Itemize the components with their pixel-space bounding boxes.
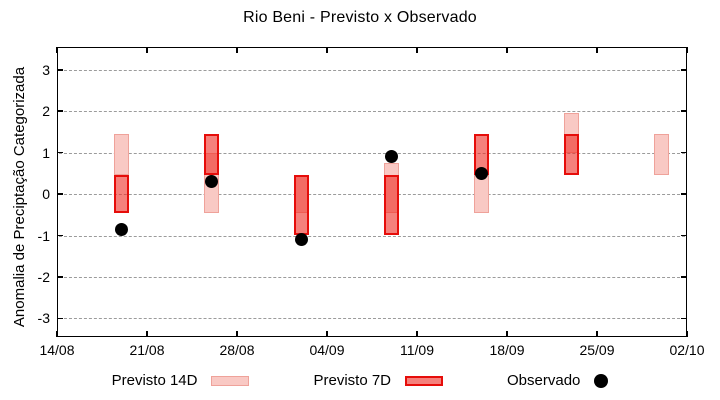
forecast-7d-bar [113,175,129,213]
chart-title: Rio Beni - Previsto x Observado [243,9,477,26]
y-tick-mark [57,151,63,154]
forecast-7d-bar [203,134,219,176]
x-tick-label: 02/10 [669,342,705,358]
y-tick-label: 3 [42,61,50,78]
observado-dot-icon [594,373,609,388]
chart-legend: Previsto 14D Previsto 7D Observado [0,372,720,389]
observed-dot [474,166,488,180]
y-tick-mark [57,276,63,278]
forecast-7d-bar [383,175,399,236]
gridline [59,69,685,71]
y-tick-mark [57,193,63,195]
y-tick-mark [57,317,63,320]
gridline [59,276,685,278]
x-tick-mark [686,47,688,53]
x-tick-label: 25/09 [579,342,615,358]
legend-label-observado: Observado [507,372,581,389]
x-tick-mark [416,331,418,337]
y-tick-mark [681,276,687,278]
y-tick-mark [57,69,63,71]
y-tick-label: 2 [42,103,50,120]
observed-dot [114,222,128,236]
y-tick-label: -3 [37,310,50,327]
x-tick-label: 21/08 [129,342,165,358]
legend-item-observado: Observado [507,372,609,389]
x-tick-mark [506,331,508,337]
y-tick-mark [57,234,63,237]
gridline [59,111,685,113]
y-tick-mark [681,69,687,71]
previsto-14d-swatch-icon [211,375,250,386]
x-tick-label: 18/09 [489,342,525,358]
x-tick-mark [56,47,58,53]
gridline [59,318,685,320]
x-tick-mark [326,331,328,337]
legend-label-previsto-7d: Previsto 7D [313,372,392,389]
plot-area [57,47,687,337]
y-tick-mark [681,193,687,195]
x-tick-mark [596,47,598,53]
forecast-14d-bar [653,134,669,176]
legend-item-previsto-7d: Previsto 7D [313,372,444,389]
forecast-14d-bar [473,175,489,213]
y-tick-label: -1 [37,227,50,244]
x-tick-label: 28/08 [219,342,255,358]
gridline [59,194,685,196]
legend-item-previsto-14d: Previsto 14D [112,372,250,389]
forecast-7d-bar [293,175,309,236]
y-tick-mark [681,110,687,112]
x-tick-label: 04/09 [309,342,345,358]
x-tick-mark [146,47,148,53]
observed-dot [384,150,398,164]
x-tick-mark [236,47,238,53]
x-tick-mark [146,331,148,337]
x-tick-mark [236,331,238,337]
observed-dot [294,233,308,247]
x-tick-label: 14/08 [39,342,75,358]
x-tick-mark [686,331,688,337]
gridline [59,235,685,237]
y-tick-mark [57,110,63,112]
x-tick-mark [506,47,508,53]
x-tick-mark [326,47,328,53]
y-tick-mark [681,317,687,320]
x-tick-mark [56,331,58,337]
previsto-7d-swatch-icon [405,375,444,386]
legend-label-previsto-14d: Previsto 14D [111,372,198,389]
x-tick-label: 11/09 [400,342,434,358]
y-tick-label: 0 [42,186,50,203]
x-tick-mark [596,331,598,337]
y-tick-mark [681,234,687,237]
x-tick-mark [416,47,418,53]
gridline [59,152,685,154]
y-tick-mark [681,151,687,154]
forecast-7d-bar [563,134,579,176]
y-tick-label: -2 [37,268,50,285]
forecast-14d-bar [113,134,129,176]
y-tick-label: 1 [42,144,50,161]
observed-dot [204,175,218,189]
